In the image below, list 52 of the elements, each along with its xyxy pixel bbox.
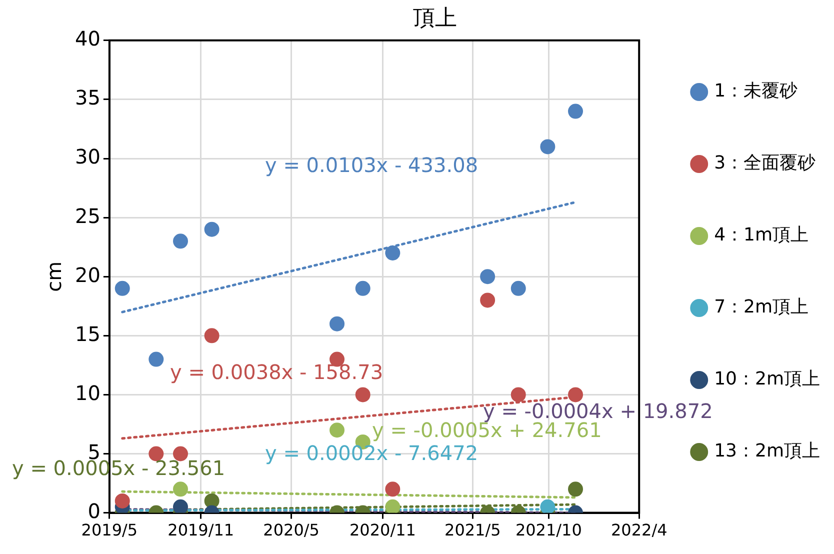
point	[540, 499, 556, 513]
y-tick-label: 20	[74, 262, 100, 287]
point	[355, 387, 370, 402]
annotation: y = 0.0002x - 7.6472	[265, 441, 478, 466]
chart-title: 頂上	[413, 6, 457, 31]
legend-label: 13：2m頂上	[714, 440, 820, 462]
point	[540, 139, 556, 154]
legend-label: 1：未覆砂	[714, 80, 798, 102]
y-tick-label: 0	[88, 499, 100, 524]
point	[148, 352, 164, 367]
y-tick-label: 25	[74, 204, 100, 228]
x-tick-label: 2019/5	[81, 520, 138, 540]
legend-label: 7：2m頂上	[714, 296, 809, 318]
point	[510, 387, 526, 402]
point	[173, 234, 188, 249]
x-tick-label: 2022/4	[610, 520, 668, 540]
legend-label: 10：2m頂上	[714, 368, 820, 390]
point	[568, 387, 584, 402]
point	[204, 222, 220, 237]
point	[330, 316, 345, 332]
y-tick-label: 40	[74, 26, 100, 51]
legend-label: 3：全面覆砂	[714, 152, 816, 174]
point	[568, 482, 584, 497]
point	[568, 104, 584, 119]
point	[330, 422, 345, 438]
point	[510, 280, 526, 296]
x-tick-label: 2021/10	[515, 520, 582, 540]
point	[480, 269, 496, 284]
x-tick-label: 2020/5	[263, 520, 320, 540]
point	[204, 328, 220, 344]
x-tick-label: 2019/11	[168, 520, 234, 540]
y-tick-label: 10	[74, 380, 100, 405]
point	[173, 499, 188, 513]
point	[385, 499, 400, 513]
annotation: y = 0.0038x - 158.73	[170, 360, 384, 384]
point	[114, 280, 130, 296]
point	[114, 493, 130, 508]
x-tick-label: 2020/11	[349, 520, 416, 540]
annotation: y = 0.0103x - 433.08	[265, 153, 478, 178]
y-tick-label: 15	[74, 322, 100, 346]
point	[173, 482, 188, 497]
legend-label: 4：1m頂上	[714, 224, 809, 246]
point	[148, 446, 164, 462]
point	[355, 280, 370, 296]
point	[385, 482, 400, 497]
y-axis-title: cm	[42, 261, 66, 292]
y-tick-label: 30	[74, 144, 100, 169]
y-tick-label: 35	[74, 86, 100, 110]
x-tick-label: 2021/5	[444, 520, 501, 540]
point	[480, 292, 496, 308]
point	[385, 245, 400, 260]
point	[173, 446, 188, 462]
